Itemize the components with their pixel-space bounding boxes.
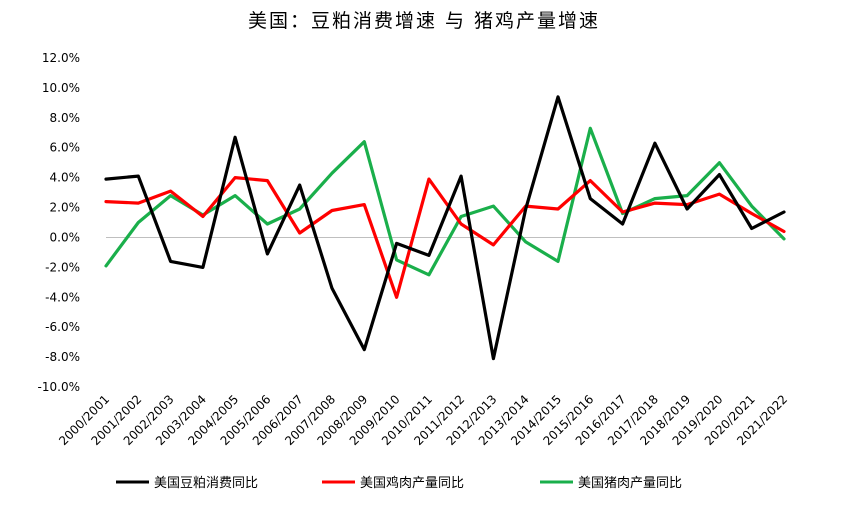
y-tick-label: -8.0%: [45, 350, 80, 364]
legend-label-1: 美国鸡肉产量同比: [360, 475, 464, 491]
y-tick-label: 4.0%: [50, 171, 81, 185]
legend-label-0: 美国豆粕消费同比: [154, 476, 258, 491]
y-tick-label: 10.0%: [42, 81, 80, 95]
legend-label-2: 美国猪肉产量同比: [578, 476, 682, 491]
y-tick-label: 2.0%: [50, 201, 81, 215]
y-tick-label: 12.0%: [42, 51, 80, 65]
legend: 美国豆粕消费同比 美国鸡肉产量同比 美国猪肉产量同比: [116, 475, 682, 491]
x-axis-ticks: 2000/20012001/20022002/20032003/20042004…: [56, 392, 790, 448]
y-tick-label: 8.0%: [50, 111, 81, 125]
y-tick-label: 0.0%: [50, 230, 81, 244]
chart-title: 美国：豆粕消费增速 与 猪鸡产量增速: [248, 10, 600, 32]
y-axis-ticks: -10.0% -8.0% -6.0% -4.0% -2.0% 0.0% 2.0% 4.0% 6.…: [38, 51, 80, 394]
y-tick-label: -6.0%: [45, 320, 80, 334]
y-tick-label: 6.0%: [50, 141, 81, 155]
y-tick-label: -2.0%: [45, 260, 80, 274]
series-line-0: [104, 95, 786, 361]
series-lines: [104, 95, 786, 361]
y-tick-label: -4.0%: [45, 290, 80, 304]
y-tick-label: -10.0%: [38, 380, 80, 394]
